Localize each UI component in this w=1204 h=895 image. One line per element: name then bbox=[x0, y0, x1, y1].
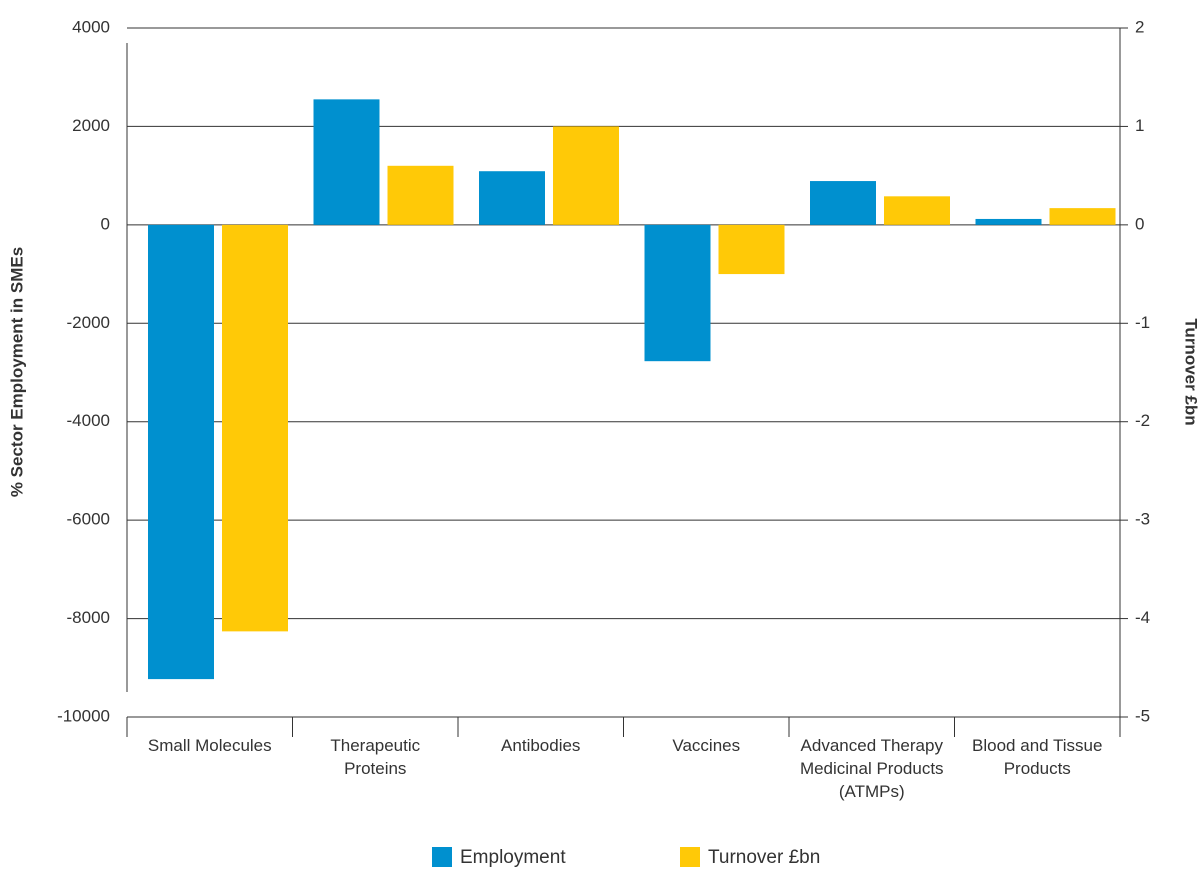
y2-tick-label: -5 bbox=[1135, 706, 1150, 725]
bar bbox=[313, 99, 380, 225]
y-tick-label: 0 bbox=[101, 214, 110, 233]
legend-swatch bbox=[432, 847, 452, 867]
bar bbox=[387, 165, 454, 225]
bar bbox=[644, 224, 711, 362]
legend-label: Employment bbox=[460, 847, 566, 868]
x-tick-label: Vaccines bbox=[672, 736, 741, 755]
y-axis-title: % Sector Employment in SMEs bbox=[7, 247, 26, 497]
bar bbox=[553, 126, 619, 225]
y-tick-label: 4000 bbox=[72, 17, 110, 36]
y2-tick-label: 2 bbox=[1135, 17, 1144, 36]
y-tick-label: -2000 bbox=[67, 313, 110, 332]
bar bbox=[148, 224, 214, 680]
y-tick-label: -6000 bbox=[67, 510, 110, 529]
y2-axis-title: Turnover £bn bbox=[1182, 318, 1201, 425]
x-tick-label: Blood and Tissue Products bbox=[972, 736, 1103, 778]
bar bbox=[222, 224, 288, 632]
y2-tick-label: 0 bbox=[1135, 214, 1144, 233]
x-tick-label: Therapeutic Proteins bbox=[330, 736, 421, 778]
y2-tick-label: -4 bbox=[1135, 608, 1150, 627]
y-tick-label: -8000 bbox=[67, 608, 110, 627]
y2-tick-label: -3 bbox=[1135, 510, 1150, 529]
y2-tick-label: -2 bbox=[1135, 411, 1150, 430]
x-tick-label: Small Molecules bbox=[147, 736, 272, 755]
legend-swatch bbox=[680, 847, 700, 867]
bar bbox=[884, 196, 950, 225]
bar bbox=[810, 181, 876, 225]
y2-tick-label: 1 bbox=[1135, 116, 1144, 135]
bar bbox=[718, 224, 785, 275]
y-tick-label: -10000 bbox=[57, 706, 110, 725]
y2-tick-label: -1 bbox=[1135, 313, 1150, 332]
x-tick-label: Antibodies bbox=[501, 736, 581, 755]
bar bbox=[1049, 208, 1116, 225]
bar bbox=[975, 218, 1042, 225]
y-tick-label: -4000 bbox=[67, 411, 110, 430]
bar bbox=[479, 171, 545, 225]
legend-label: Turnover £bn bbox=[708, 847, 820, 868]
x-tick-label: Advanced Therapy Medicinal Products (ATM… bbox=[799, 736, 944, 801]
y-tick-label: 2000 bbox=[72, 116, 110, 135]
